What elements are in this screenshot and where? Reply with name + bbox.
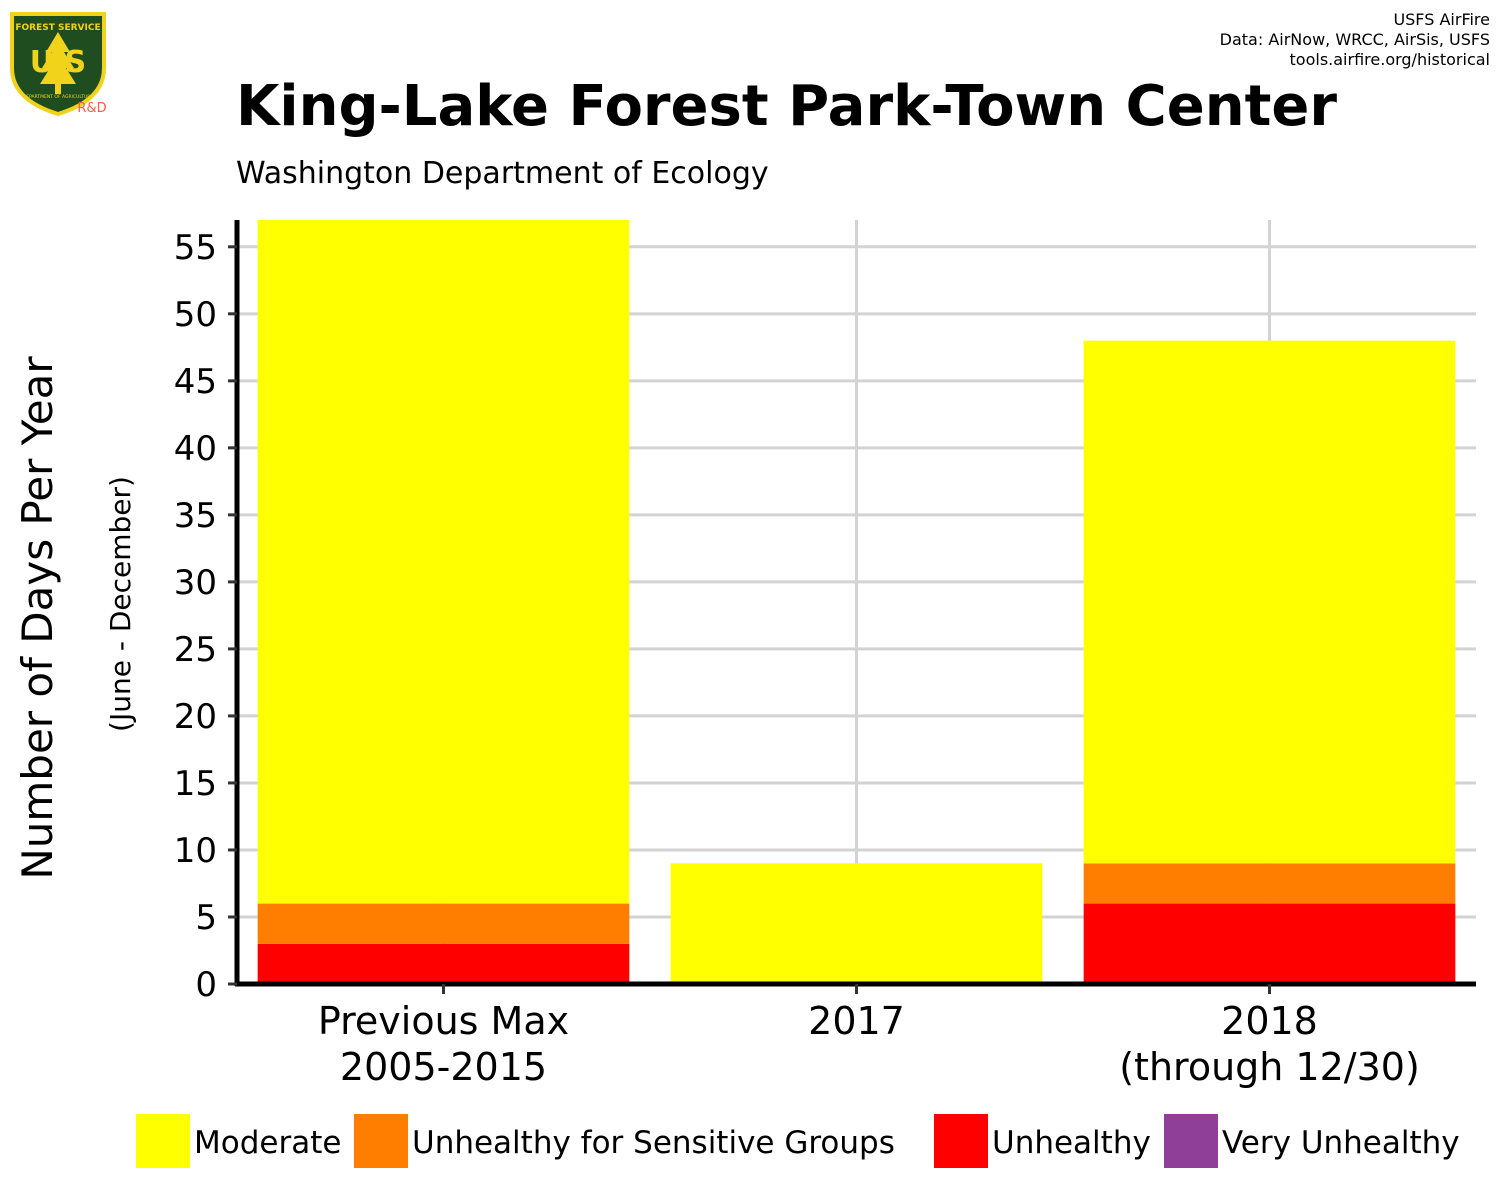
- y-tick-label: 40: [174, 429, 217, 469]
- x-tick-label-line: 2017: [808, 999, 905, 1043]
- logo-text-top: FOREST SERVICE: [15, 23, 100, 33]
- credit-line: tools.airfire.org/historical: [1289, 50, 1490, 69]
- y-axis-title: Number of Days Per Year: [13, 356, 62, 880]
- axis-layer: [228, 220, 1476, 994]
- legend-swatch: [354, 1114, 408, 1168]
- x-tick-label-line: 2018: [1221, 999, 1318, 1043]
- y-tick-label: 20: [174, 697, 217, 737]
- y-tick-label: 45: [174, 362, 217, 402]
- y-tick-label: 10: [174, 831, 217, 871]
- x-tick-label-line: (through 12/30): [1119, 1045, 1420, 1089]
- bar-segment: [670, 863, 1043, 984]
- bar-layer: [257, 220, 1456, 984]
- x-tick-label-line: Previous Max: [318, 999, 569, 1043]
- legend-label: Moderate: [194, 1125, 341, 1161]
- y-tick-label: 35: [174, 496, 217, 536]
- legend-label: Unhealthy: [992, 1125, 1151, 1161]
- y-tick-label: 50: [174, 295, 217, 335]
- bar-segment: [1083, 903, 1456, 984]
- credit-block: USFS AirFire Data: AirNow, WRCC, AirSis,…: [1220, 10, 1490, 70]
- logo-text-main: U S: [30, 45, 86, 80]
- logo-text-bottom: DEPARTMENT OF AGRICULTURE: [23, 94, 94, 100]
- legend-label: Unhealthy for Sensitive Groups: [412, 1125, 895, 1161]
- chart-title: King-Lake Forest Park-Town Center: [236, 74, 1337, 139]
- chart-subtitle: Washington Department of Ecology: [236, 156, 769, 191]
- bar-segment: [1083, 863, 1456, 904]
- usfs-logo: FOREST SERVICE U S DEPARTMENT OF AGRICUL…: [10, 12, 107, 117]
- credit-line: USFS AirFire: [1393, 10, 1490, 29]
- legend-label: Very Unhealthy: [1222, 1125, 1460, 1161]
- y-tick-label: 55: [174, 228, 217, 268]
- y-tick-label: 25: [174, 630, 217, 670]
- legend-swatch: [136, 1114, 190, 1168]
- label-layer: 0 5 10 15 20 25 30 35 40 45 50 55 Previous Max 2005-2…: [13, 228, 1420, 1089]
- bar-segment: [257, 903, 630, 944]
- legend-swatch: [1164, 1114, 1218, 1168]
- x-tick-label: Previous Max 2005-2015: [318, 999, 569, 1089]
- bar-segment: [257, 943, 630, 984]
- legend: Moderate Unhealthy for Sensitive Groups Un…: [136, 1114, 1460, 1168]
- legend-swatch: [934, 1114, 988, 1168]
- y-tick-label: 0: [195, 965, 217, 1005]
- credit-line: Data: AirNow, WRCC, AirSis, USFS: [1219, 30, 1490, 49]
- y-tick-label: 30: [174, 563, 217, 603]
- x-tick-label: 2018 (through 12/30): [1119, 999, 1420, 1089]
- x-tick-label: 2017: [808, 999, 905, 1043]
- y-tick-label: 5: [195, 898, 217, 938]
- bar-segment: [257, 220, 630, 904]
- y-tick-label: 15: [174, 764, 217, 804]
- y-axis-subtitle: (June - December): [104, 476, 137, 732]
- bar-segment: [1083, 340, 1456, 864]
- x-tick-label-line: 2005-2015: [340, 1045, 547, 1089]
- logo-tag: R&D: [77, 101, 106, 116]
